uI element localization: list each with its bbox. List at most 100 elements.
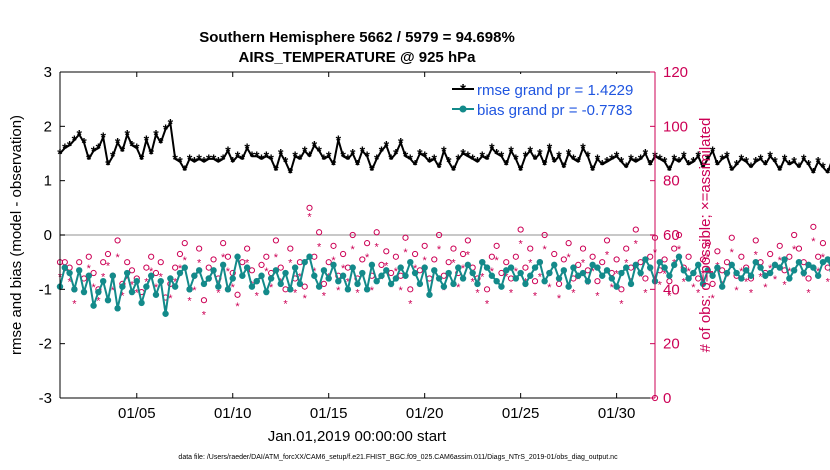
bias-point: [296, 280, 304, 288]
bias-point: [109, 272, 116, 279]
rmse-point: *: [153, 126, 159, 142]
rmse-point: *: [671, 151, 677, 167]
obs-possible-point: [220, 240, 227, 247]
obs-assimilated-point: *: [734, 285, 739, 297]
obs-possible-point: [464, 237, 471, 244]
bias-point: [536, 258, 544, 266]
obs-assimilated-point: *: [375, 241, 380, 253]
bias-point: [488, 272, 496, 279]
obs-possible-point: [541, 231, 548, 239]
obs-assimilated-point: *: [63, 266, 68, 278]
bias-point: [402, 272, 409, 279]
y-tick-label-left: 2: [44, 118, 52, 135]
obs-assimilated-point: *: [696, 288, 701, 300]
obs-possible-point: [402, 234, 409, 241]
bias-point: [123, 269, 131, 277]
obs-possible-point: [258, 261, 265, 268]
rmse-point: *: [456, 151, 462, 167]
rmse-point: *: [580, 140, 586, 156]
rmse-point: *: [388, 151, 394, 167]
obs-possible-point: [76, 259, 83, 266]
obs-possible-point: [522, 264, 529, 271]
obs-assimilated-point: *: [787, 266, 792, 278]
rmse-point: *: [403, 148, 409, 164]
obs-possible-point: [263, 253, 270, 260]
rmse-point: *: [345, 151, 351, 167]
obs-assimilated-point: *: [207, 277, 212, 289]
obs-possible-point: [224, 253, 232, 260]
rmse-point: *: [374, 151, 380, 167]
rmse-point: *: [748, 159, 754, 175]
bias-point: [157, 277, 164, 285]
bias-point: [618, 269, 625, 277]
bias-point: [570, 264, 577, 271]
obs-possible-point: [517, 226, 524, 233]
obs-assimilated-point: *: [413, 263, 418, 275]
bias-point: [685, 275, 692, 282]
rmse-point: *: [513, 151, 519, 167]
bias-point: [229, 275, 236, 282]
rmse-point: *: [465, 148, 471, 164]
rmse-point: *: [590, 162, 596, 178]
rmse-point: *: [643, 146, 649, 162]
rmse-point: *: [259, 151, 265, 167]
rmse-point: *: [710, 143, 716, 159]
x-tick-label: 01/20: [406, 405, 444, 422]
y-axis-label-right: # of obs: o=possible; ×=assimilated: [697, 118, 714, 353]
rmse-point: *: [182, 162, 188, 178]
rmse-point: *: [240, 151, 246, 167]
obs-possible-point: [719, 267, 726, 274]
obs-possible-point: [373, 229, 380, 236]
bias-point: [608, 275, 616, 282]
rmse-point: *: [556, 148, 562, 164]
bias-point: [243, 264, 251, 271]
bias-point: [200, 280, 208, 288]
bias-point: [776, 264, 783, 271]
obs-assimilated-point: *: [533, 290, 538, 302]
rmse-point: *: [220, 151, 226, 167]
bias-point: [392, 275, 400, 282]
bias-point: [819, 258, 827, 266]
rmse-point: *: [129, 137, 135, 153]
rmse-point: *: [811, 165, 817, 181]
rmse-point: *: [494, 146, 500, 162]
bias-point: [824, 256, 830, 263]
rmse-point: *: [187, 151, 193, 167]
bias-point: [440, 283, 448, 290]
obs-assimilated-point: *: [778, 255, 783, 267]
rmse-point: *: [753, 154, 759, 170]
rmse-point: *: [561, 159, 567, 175]
legend-bias-label: bias grand pr = -0.7783: [477, 102, 633, 119]
obs-assimilated-point: *: [403, 247, 408, 259]
rmse-point: *: [249, 148, 255, 164]
bias-point: [810, 264, 817, 271]
obs-assimilated-point: *: [96, 296, 101, 308]
bias-point: [411, 269, 419, 277]
obs-assimilated-point: *: [792, 244, 797, 256]
obs-assimilated-point: *: [590, 266, 595, 278]
rmse-point: *: [667, 162, 673, 178]
obs-assimilated-point: *: [610, 282, 615, 294]
bias-point: [143, 283, 150, 290]
obs-possible-point: [210, 256, 217, 263]
y-axis-label-left: rmse and bias (model - observation): [8, 115, 25, 355]
rmse-point: *: [480, 148, 486, 164]
obs-assimilated-point: *: [495, 255, 500, 267]
bias-point: [757, 264, 764, 271]
rmse-point: *: [787, 156, 793, 172]
rmse-point: *: [288, 165, 294, 181]
y-tick-label-right: 120: [663, 64, 688, 81]
obs-assimilated-point: *: [624, 258, 629, 270]
bias-point: [694, 261, 702, 269]
rmse-point: *: [124, 126, 130, 142]
rmse-point: *: [686, 156, 692, 172]
obs-possible-point: [421, 242, 428, 249]
obs-assimilated-point: *: [365, 252, 370, 264]
obs-possible-point: [445, 259, 452, 266]
obs-assimilated-point: *: [389, 282, 394, 294]
rmse-point: *: [614, 148, 620, 164]
rmse-point: *: [537, 146, 543, 162]
rmse-point: *: [489, 140, 495, 156]
y-tick-label-right: 40: [663, 281, 680, 298]
